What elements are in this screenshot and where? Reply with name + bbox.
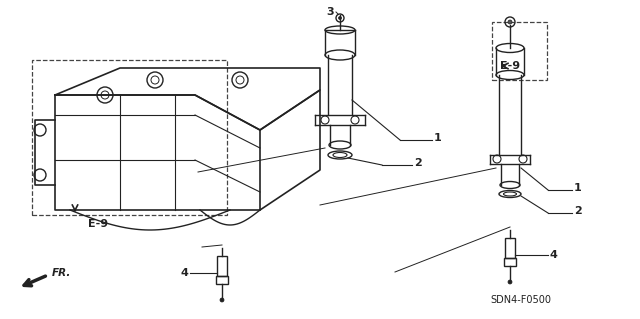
Bar bbox=[217, 256, 227, 276]
Text: 3: 3 bbox=[326, 7, 334, 17]
Text: 1: 1 bbox=[574, 183, 582, 193]
Text: 2: 2 bbox=[574, 206, 582, 216]
Circle shape bbox=[508, 280, 512, 284]
Text: 4: 4 bbox=[180, 268, 188, 278]
Bar bbox=[505, 238, 515, 258]
Bar bbox=[32, 60, 227, 215]
Text: SDN4-F0500: SDN4-F0500 bbox=[490, 295, 551, 305]
Text: 2: 2 bbox=[414, 158, 422, 168]
Text: 4: 4 bbox=[550, 250, 558, 260]
Text: FR.: FR. bbox=[52, 268, 72, 278]
Circle shape bbox=[339, 17, 342, 19]
Bar bbox=[216, 276, 228, 284]
Bar bbox=[504, 258, 516, 266]
Text: E-9: E-9 bbox=[500, 61, 520, 71]
Text: E-9: E-9 bbox=[88, 219, 108, 229]
Circle shape bbox=[508, 20, 512, 24]
Bar bbox=[492, 22, 547, 80]
Circle shape bbox=[220, 298, 224, 302]
Text: 1: 1 bbox=[434, 133, 442, 143]
